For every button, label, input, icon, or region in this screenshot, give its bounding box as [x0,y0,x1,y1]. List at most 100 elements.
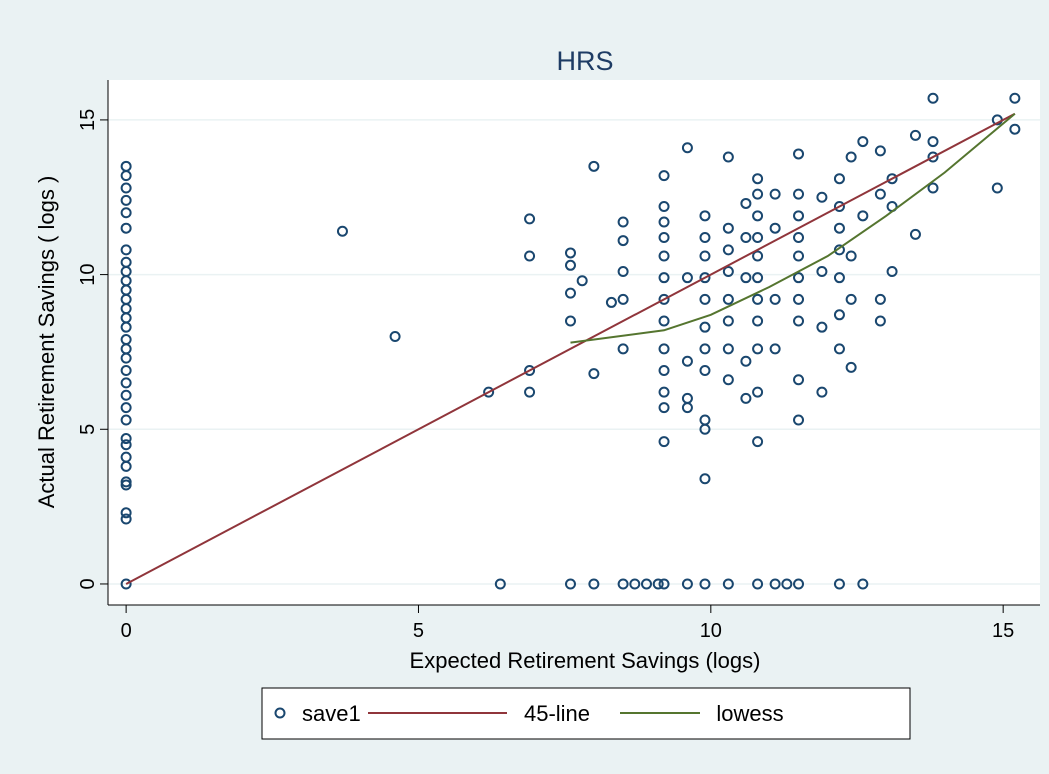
data-point [793,315,805,327]
data-point [120,160,132,172]
data-point [564,287,576,299]
data-point [722,293,734,305]
y-tick-label: 15 [77,109,99,131]
data-point [752,578,764,590]
data-point [793,272,805,284]
data-point [617,343,629,355]
data-point [658,343,670,355]
data-point [658,293,670,305]
data-point [120,256,132,268]
data-point [699,250,711,262]
data-point [816,265,828,277]
data-point [722,343,734,355]
data-point [699,210,711,222]
data-point [857,136,869,148]
data-point [641,578,653,590]
data-point [752,315,764,327]
data-point [658,216,670,228]
data-point [699,321,711,333]
data-point [833,201,845,213]
data-point [927,92,939,104]
data-point [816,321,828,333]
data-point [120,578,132,590]
data-point [494,578,506,590]
data-point [681,578,693,590]
data-point [769,293,781,305]
data-point [769,188,781,200]
data-point [120,244,132,256]
data-point [588,160,600,172]
data-point [120,207,132,219]
data-point [120,433,132,445]
data-point [793,231,805,243]
data-point [886,265,898,277]
data-point [991,182,1003,194]
data-point [793,250,805,262]
data-point [845,250,857,262]
data-point [769,343,781,355]
data-point [681,392,693,404]
data-point [699,364,711,376]
data-point [740,392,752,404]
data-point [658,402,670,414]
data-point [857,578,869,590]
data-point [699,473,711,485]
data-point [629,578,641,590]
data-point [524,364,536,376]
data-point [752,173,764,185]
data-point [752,188,764,200]
data-point [781,578,793,590]
x-tick-label: 10 [700,620,722,642]
data-point [658,578,670,590]
data-point [681,355,693,367]
data-point [874,188,886,200]
data-point [605,296,617,308]
data-point [816,191,828,203]
data-point [740,355,752,367]
data-point [752,343,764,355]
data-point [874,145,886,157]
data-point [120,364,132,376]
data-point [752,436,764,448]
data-point [120,476,132,488]
data-point [722,374,734,386]
data-point [524,386,536,398]
data-point [752,386,764,398]
data-point [120,182,132,194]
data-point [699,343,711,355]
data-point [658,250,670,262]
data-point [816,386,828,398]
data-point [752,250,764,262]
data-point [752,231,764,243]
data-point [793,414,805,426]
line [125,112,1016,585]
data-point [617,578,629,590]
data-point [722,244,734,256]
data-point [833,244,845,256]
data-point [752,293,764,305]
data-point [524,213,536,225]
data-point [722,151,734,163]
data-point [120,389,132,401]
data-point [564,247,576,259]
data-point [658,231,670,243]
data-point [658,201,670,213]
line [570,112,1016,344]
data-point [658,364,670,376]
data-point [120,513,132,525]
data-point [681,142,693,154]
data-point [1009,123,1021,135]
data-point [120,414,132,426]
y-tick-label: 0 [77,578,99,589]
data-point [120,377,132,389]
data-point [740,231,752,243]
data-point [120,402,132,414]
data-point [617,293,629,305]
data-point [389,330,401,342]
data-point [793,578,805,590]
x-tick-label: 5 [413,620,424,642]
x-tick-label: 0 [121,620,132,642]
data-point [740,272,752,284]
data-point [927,136,939,148]
